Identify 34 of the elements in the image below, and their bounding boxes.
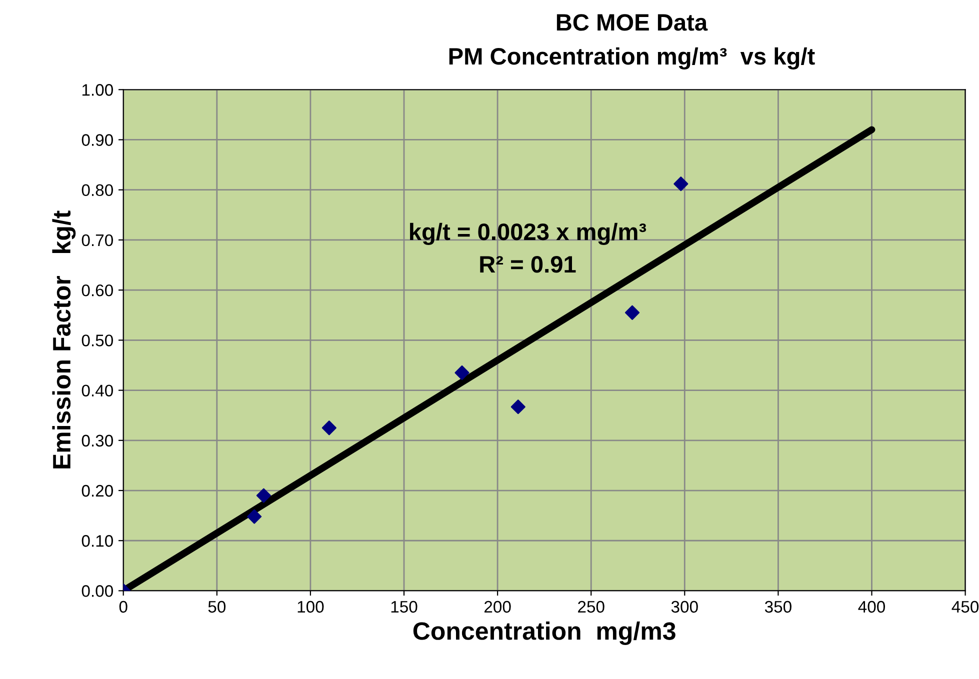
y-tick-label: 0.30 [82, 434, 113, 447]
y-tick-label: 0.80 [82, 184, 113, 196]
x-tick-label: 200 [484, 600, 511, 613]
y-axis-title: Emission Factor kg/t [52, 210, 76, 468]
x-tick-label: 400 [858, 600, 885, 613]
y-tick-label: 0.00 [82, 585, 113, 597]
chart-title: BC MOE Data [556, 14, 708, 31]
y-tick-label: 0.40 [82, 384, 113, 396]
x-tick-label: 450 [952, 600, 979, 613]
y-tick-label: 0.60 [82, 284, 113, 296]
x-tick-label: 100 [298, 600, 324, 613]
y-tick-label: 1.00 [82, 84, 113, 96]
x-tick-label: 0 [119, 600, 128, 613]
chart-subtitle: PM Concentration mg/m³ vs kg/t [449, 47, 815, 70]
x-tick-label: 350 [764, 600, 792, 613]
y-tick-label: 0.10 [82, 535, 113, 547]
point [454, 365, 470, 380]
annotation: R² = 0.91 [480, 256, 576, 273]
y-tick-label: 0.70 [82, 234, 113, 246]
y-tick-label: 0.50 [82, 334, 113, 346]
annotation: kg/t = 0.0023 x mg/m³ [410, 222, 646, 245]
point [256, 488, 271, 503]
point [624, 305, 640, 320]
x-tick-label: 300 [671, 600, 698, 613]
y-tick-label: 0.90 [82, 134, 113, 146]
x-tick-label: 150 [391, 600, 418, 613]
x-tick-label: 250 [578, 600, 604, 613]
x-tick-label: 50 [208, 600, 226, 613]
point [510, 400, 526, 414]
point [322, 420, 336, 436]
point [247, 509, 262, 524]
y-tick-label: 0.20 [82, 484, 113, 497]
point [674, 176, 688, 192]
x-axis-title: Concentration mg/m3 [413, 622, 676, 645]
